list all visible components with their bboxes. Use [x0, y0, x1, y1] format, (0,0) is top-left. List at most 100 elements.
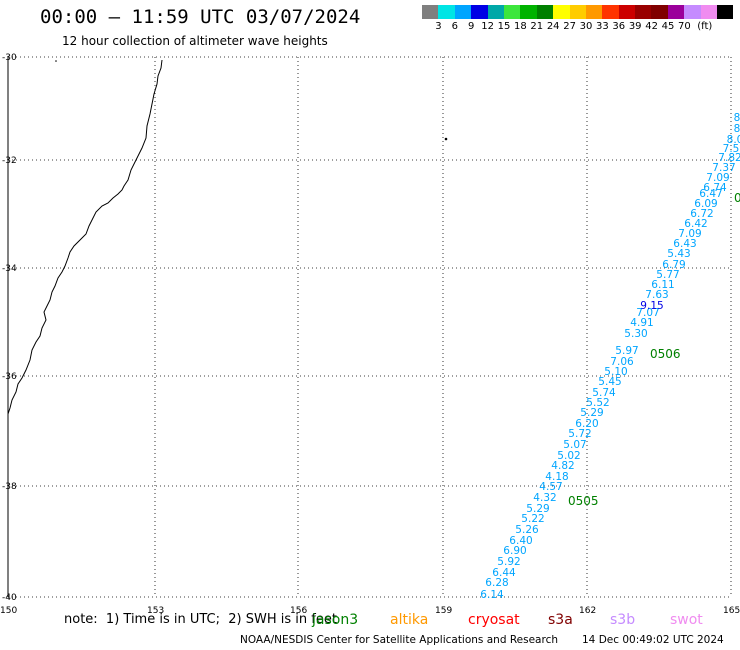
wave-height-value: 5.22 — [521, 513, 544, 525]
wave-height-value: 5.92 — [497, 556, 520, 568]
legend-label: 70 — [678, 21, 691, 32]
wave-height-value: 5.26 — [515, 524, 539, 536]
wave-height-value: 6.40 — [509, 535, 532, 547]
page-title: 00:00 – 11:59 UTC 03/07/2024 — [40, 6, 361, 28]
legend-swatch — [635, 5, 652, 19]
wave-height-value: 5.52 — [586, 397, 609, 409]
wave-height-value: 6.09 — [694, 198, 717, 210]
legend-swatch — [569, 5, 586, 19]
wave-height-value: 5.30 — [624, 328, 647, 340]
wave-height-value: 7.06 — [610, 356, 634, 368]
wave-height-legend: 3 6 9 12 15 18 21 24 27 30 33 36 39 42 45 70 (ft) — [422, 5, 734, 33]
legend-swatch — [700, 5, 718, 19]
legend-swatch — [585, 5, 603, 19]
satellite-label-jason3: jason3 — [312, 612, 359, 628]
y-tick-label: -32 — [2, 156, 17, 166]
legend-label: 27 — [563, 21, 576, 32]
wave-height-value: 5.29 — [580, 407, 603, 419]
legend-swatch — [536, 5, 554, 19]
satellite-label-altika: altika — [390, 612, 429, 628]
footer-note: note: 1) Time is in UTC; 2) SWH is in fe… — [64, 612, 337, 627]
wave-height-value: 5.72 — [568, 428, 591, 440]
island-marker — [444, 137, 448, 141]
wave-height-value: 5.74 — [592, 387, 616, 399]
page-subtitle: 12 hour collection of altimeter wave hei… — [62, 34, 328, 48]
wave-height-value: 4.82 — [551, 460, 574, 472]
wave-height-value: 5.45 — [598, 376, 621, 388]
wave-height-value: 6.79 — [662, 259, 685, 271]
wave-height-value: 7.09 — [678, 228, 701, 240]
wave-height-value: 8 — [734, 123, 740, 135]
wave-height-value: 6.47 — [699, 188, 722, 200]
legend-label: 6 — [451, 21, 458, 32]
legend-labels: 3 6 9 12 15 18 21 24 27 30 33 36 39 42 45 70 (ft) — [422, 19, 733, 33]
legend-label: 24 — [546, 21, 560, 32]
legend-swatch — [438, 5, 455, 19]
coastline — [7, 59, 163, 415]
x-tick-label: 165 — [723, 606, 740, 616]
y-tick-label: -40 — [2, 593, 17, 603]
generation-timestamp: 14 Dec 00:49:02 UTC 2024 — [582, 634, 724, 646]
wave-height-value: 6.43 — [673, 238, 696, 250]
satellite-label-cryosat: cryosat — [468, 612, 520, 628]
wave-height-value: 7.07 — [636, 307, 659, 319]
legend-swatch — [553, 5, 570, 19]
legend-swatch — [471, 5, 488, 19]
y-tick-label: -34 — [2, 264, 17, 274]
wave-height-value: 4.91 — [630, 317, 653, 329]
pass-time-label: 0 — [734, 191, 740, 205]
wave-height-value: 5.43 — [667, 248, 690, 260]
pass-time-label: 0506 — [650, 347, 681, 361]
legend-label: 18 — [514, 21, 527, 32]
wave-height-value: 5.77 — [656, 269, 679, 281]
wave-height-value: 7.63 — [645, 289, 668, 301]
legend-unit: (ft) — [697, 21, 713, 32]
x-tick-label: 156 — [290, 606, 307, 616]
satellite-label-s3b: s3b — [610, 612, 636, 628]
pass-time-labels: 0505 0506 0 — [568, 191, 740, 508]
legend-label: 9 — [468, 21, 475, 32]
legend-swatch — [667, 5, 685, 19]
x-tick-label: 159 — [435, 606, 452, 616]
wave-height-value: 6.90 — [503, 545, 526, 557]
y-tick-label: -30 — [2, 53, 17, 63]
pass-time-label: 0505 — [568, 494, 599, 508]
wave-height-value: 6.14 — [480, 589, 504, 601]
wave-height-value: 5.07 — [563, 439, 586, 451]
wave-height-value: 4.57 — [539, 481, 562, 493]
wave-height-value: 6.74 — [703, 182, 727, 194]
wave-height-value: 8.0 — [727, 134, 740, 146]
wave-height-observations: 6.146.286.445.926.906.405.265.225.294.32… — [480, 112, 740, 601]
island-marker — [55, 60, 57, 62]
wave-height-value: 6.28 — [485, 577, 508, 589]
y-tick-label: -36 — [2, 372, 17, 382]
legend-label: 36 — [612, 21, 626, 32]
wave-height-value: 5.10 — [604, 366, 627, 378]
legend-swatch — [520, 5, 537, 19]
legend-label: 42 — [645, 21, 658, 32]
x-tick-label: 150 — [0, 606, 17, 616]
wave-height-value: 8 — [734, 112, 740, 124]
satellite-label-swot: swot — [670, 612, 703, 628]
legend-swatch — [717, 5, 734, 19]
legend-swatch — [684, 5, 701, 19]
wave-height-value: 6.42 — [684, 218, 707, 230]
legend-swatch — [618, 5, 636, 19]
wave-height-value: 4.32 — [533, 492, 556, 504]
wave-height-value: 9.15 — [640, 300, 663, 312]
legend-label: 45 — [661, 21, 675, 32]
legend-label: 21 — [530, 21, 544, 32]
x-tick-label: 153 — [147, 606, 164, 616]
wave-height-value: 5.02 — [557, 450, 580, 462]
legend-label: 3 — [435, 21, 442, 32]
wave-height-value: 6.11 — [651, 279, 674, 291]
wave-height-value: 7.37 — [712, 162, 735, 174]
legend-swatch — [503, 5, 521, 19]
legend-label: 33 — [596, 21, 609, 32]
legend-label: 12 — [481, 21, 494, 32]
wave-height-value: 7.09 — [706, 172, 729, 184]
legend-swatch — [651, 5, 668, 19]
legend-swatch — [602, 5, 619, 19]
legend-swatch — [454, 5, 472, 19]
